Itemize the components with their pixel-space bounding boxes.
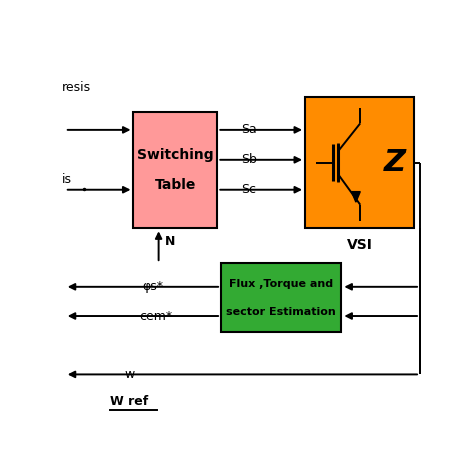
Bar	[221, 263, 341, 332]
Text: cem*: cem*	[139, 310, 172, 322]
Text: Sc: Sc	[241, 183, 256, 196]
Text: Switching: Switching	[137, 148, 214, 162]
Text: Z: Z	[383, 148, 406, 177]
Text: Flux ,Torque and: Flux ,Torque and	[229, 279, 333, 289]
Text: VSI: VSI	[347, 238, 373, 252]
Text: sector Estimation: sector Estimation	[227, 307, 336, 317]
Bar	[305, 97, 414, 228]
Text: w: w	[124, 368, 135, 381]
Text: W ref: W ref	[109, 395, 148, 408]
Text: N: N	[165, 235, 175, 248]
Text: is: is	[62, 173, 72, 186]
Text: φs*: φs*	[143, 280, 164, 293]
Text: Sb: Sb	[241, 153, 257, 166]
Text: resis: resis	[62, 82, 91, 94]
Text: Sa: Sa	[241, 123, 257, 137]
Text: Table: Table	[155, 178, 196, 192]
Bar	[133, 111, 218, 228]
Polygon shape	[352, 191, 360, 202]
